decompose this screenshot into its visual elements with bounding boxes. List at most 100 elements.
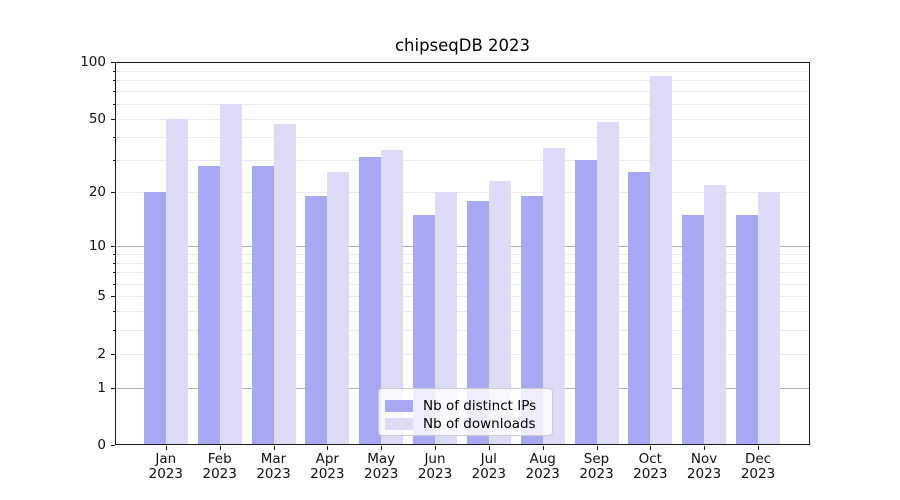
bar-distinct-ips-apr [305,196,328,444]
y-tick-label-50: 50 [88,110,106,127]
y-minor-tick-mark-9 [112,253,115,255]
x-tick-label-feb: Feb 2023 [202,451,237,482]
x-tick-label-may: May 2023 [364,451,399,482]
y-tick-mark-100 [111,62,115,63]
x-tick-label-apr: Apr 2023 [310,451,345,482]
x-tick-mark-dec [758,446,759,450]
y-tick-mark-0 [111,445,115,446]
x-tick-label-mar: Mar 2023 [256,451,291,482]
x-tick-mark-apr [327,446,329,450]
bar-distinct-ips-sep [574,160,597,444]
bar-distinct-ips-nov [682,214,705,444]
gridline-y-20 [116,192,809,194]
bar-downloads-apr [327,171,350,444]
bar-downloads-jan [165,118,188,444]
legend-label-downloads: Nb of downloads [423,416,536,432]
bar-downloads-sep [596,122,619,444]
gridline-y-8 [116,262,809,264]
bar-downloads-nov [704,184,727,444]
bar-distinct-ips-dec [736,214,758,444]
gridline-y-9 [116,253,809,255]
bar-distinct-ips-jun [413,214,435,444]
y-minor-tick-mark-6 [112,283,115,285]
plot-area: Nb of distinct IPs Nb of downloads [115,62,810,445]
y-tick-label-20: 20 [88,184,106,201]
x-tick-mark-oct [650,446,652,450]
legend-label-distinct-ips: Nb of distinct IPs [423,398,537,414]
y-tick-label-2: 2 [97,345,106,362]
y-tick-label-0: 0 [97,437,106,453]
x-tick-label-jul: Jul 2023 [471,451,506,482]
legend-swatch-distinct-ips [385,400,413,412]
bar-distinct-ips-aug [520,196,543,444]
gridline-y-90 [116,70,809,72]
y-minor-tick-mark-60 [112,103,115,105]
x-tick-mark-mar [273,446,275,450]
gridline-y-5 [116,296,809,298]
bar-distinct-ips-feb [197,165,220,444]
y-tick-mark-5 [111,296,115,298]
y-tick-label-10: 10 [88,238,106,254]
bar-distinct-ips-jul [466,200,489,444]
y-minor-tick-mark-3 [112,330,115,331]
x-tick-mark-feb [219,446,221,450]
gridline-y-3 [116,330,809,331]
x-tick-label-aug: Aug 2023 [525,451,560,482]
bar-downloads-feb [219,103,242,444]
gridline-y-4 [116,311,809,313]
x-tick-mark-nov [704,446,706,450]
bar-distinct-ips-may [359,157,382,444]
y-tick-mark-50 [111,118,115,120]
bar-downloads-mar [273,123,296,444]
y-minor-tick-mark-40 [112,136,115,138]
x-tick-label-dec: Dec 2023 [740,451,776,482]
chart-title: chipseqDB 2023 [394,36,531,55]
y-minor-tick-mark-30 [112,160,115,161]
legend-swatch-downloads [385,418,413,430]
gridline-y-40 [116,136,809,138]
y-minor-tick-mark-8 [112,262,115,264]
bar-downloads-oct [650,76,673,444]
y-minor-tick-mark-80 [112,80,115,82]
x-tick-mark-jan [165,446,167,450]
y-tick-mark-2 [111,353,115,355]
bar-downloads-dec [758,192,780,444]
legend: Nb of distinct IPs Nb of downloads [378,388,553,436]
x-tick-label-nov: Nov 2023 [686,451,722,482]
gridline-y-6 [116,283,809,285]
y-tick-mark-10 [111,246,115,247]
x-tick-label-oct: Oct 2023 [633,451,668,482]
x-tick-label-sep: Sep 2023 [579,451,614,482]
x-tick-mark-sep [596,446,598,450]
y-tick-label-1: 1 [97,379,106,396]
y-tick-label-5: 5 [97,288,106,305]
gridline-y-70 [116,91,809,93]
gridline-y-7 [116,272,809,274]
x-tick-mark-jun [435,446,436,450]
x-tick-mark-jul [488,446,490,450]
y-minor-tick-mark-7 [112,272,115,274]
x-tick-label-jan: Jan 2023 [148,451,183,482]
bar-distinct-ips-jan [143,192,166,444]
gridline-y-60 [116,103,809,105]
y-tick-mark-20 [111,192,115,194]
gridline-y-2 [116,353,809,355]
legend-row-downloads: Nb of downloads [385,415,552,433]
legend-row-distinct-ips: Nb of distinct IPs [385,397,552,415]
bar-downloads-may [381,149,404,444]
x-tick-label-jun: Jun 2023 [417,451,453,482]
gridline-y-30 [116,160,809,161]
gridline-y-80 [116,80,809,82]
y-minor-tick-mark-70 [112,91,115,93]
bar-downloads-jul [488,181,511,444]
gridline-y-10 [116,246,809,247]
y-tick-label-100: 100 [80,54,106,70]
x-tick-mark-aug [542,446,544,450]
gridline-y-50 [116,118,809,120]
y-tick-mark-1 [111,387,115,389]
bar-distinct-ips-mar [251,165,274,444]
x-tick-mark-may [381,446,383,450]
bar-downloads-aug [542,147,565,444]
bar-distinct-ips-oct [628,171,651,444]
